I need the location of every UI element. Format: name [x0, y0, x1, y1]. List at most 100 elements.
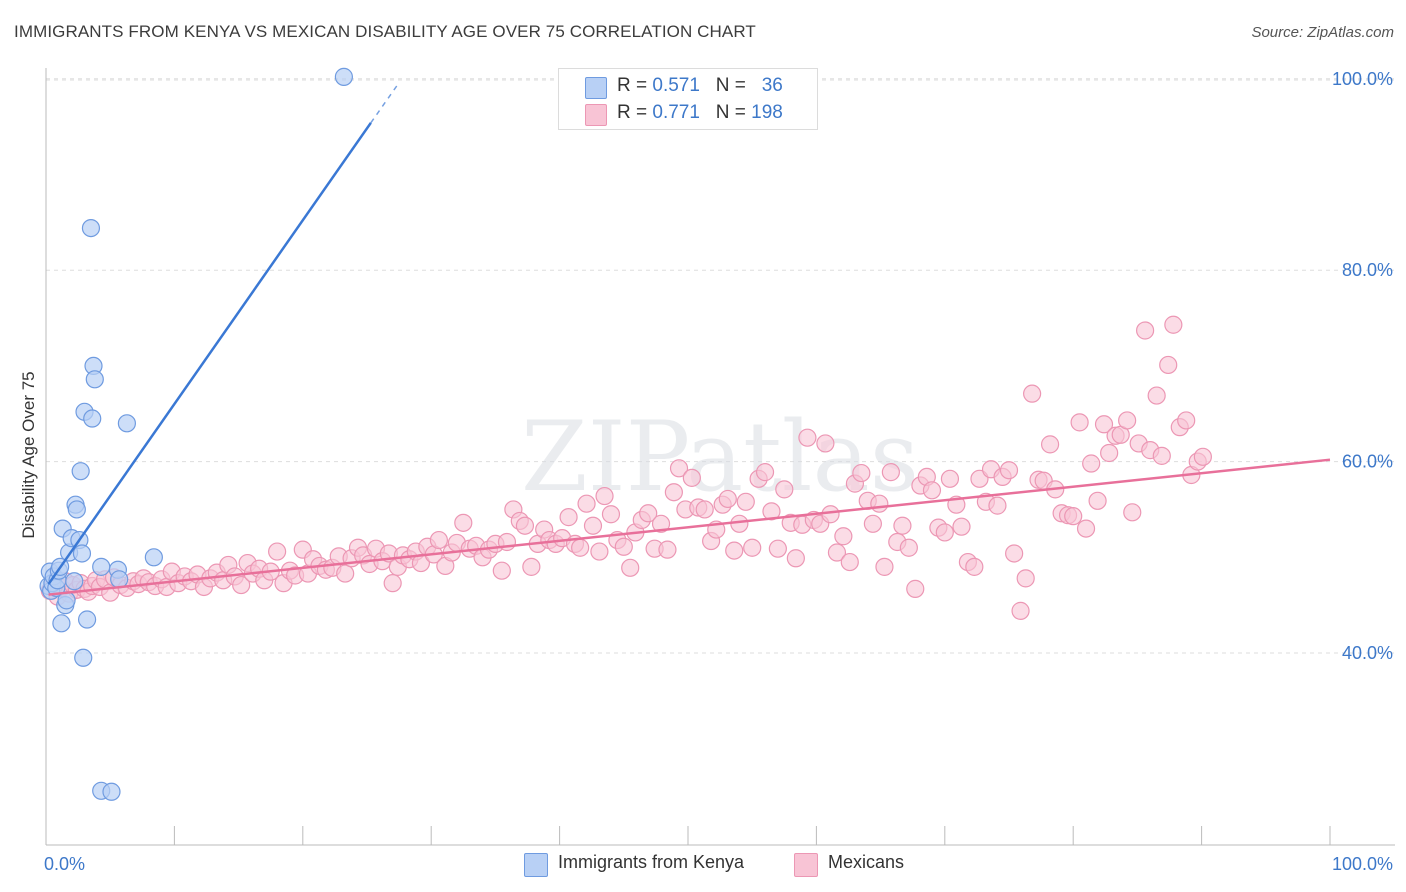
mexicans-point	[559, 508, 578, 527]
mexicans-point	[834, 527, 853, 546]
mexicans-point	[840, 552, 859, 572]
mexicans-point	[1082, 454, 1101, 473]
mexicans-point	[682, 468, 701, 487]
mexicans-point	[755, 463, 775, 482]
mexicans-point	[899, 538, 918, 557]
mexicans-point	[669, 459, 689, 478]
y-axis-label: Disability Age Over 75	[19, 371, 38, 538]
mexicans-point	[1023, 384, 1042, 403]
kenya-trend-line	[47, 122, 372, 585]
mexicans-point	[1100, 443, 1119, 463]
mexicans-point	[940, 469, 960, 488]
kenya-point	[83, 409, 102, 428]
mexicans-point	[268, 542, 287, 561]
mexicans-n-value: 198	[751, 102, 783, 123]
kenya-point	[85, 370, 104, 389]
y-tick-label: 100.0%	[1332, 69, 1393, 89]
mexicans-point	[454, 513, 473, 532]
mexicans-point	[595, 486, 614, 506]
mexicans-point	[1164, 315, 1183, 334]
correlation-legend: R = 0.571 N = 36 R = 0.771 N = 198	[558, 68, 818, 130]
mexicans-point	[1094, 415, 1114, 434]
mexicans-r-label: R =	[617, 102, 653, 123]
kenya-point	[144, 548, 163, 567]
mexicans-point	[870, 494, 889, 513]
mexicans-legend-label: Mexicans	[828, 852, 905, 872]
mexicans-point	[999, 461, 1019, 480]
x-tick-label: 0.0%	[44, 854, 85, 874]
mexicans-trend-line	[48, 458, 1331, 596]
mexicans-point	[651, 514, 671, 533]
kenya-point	[52, 614, 71, 633]
mexicans-point	[614, 537, 633, 556]
mexicans-point	[827, 543, 847, 562]
kenya-point	[92, 557, 111, 576]
kenya-r-label: R =	[617, 75, 653, 96]
mexicans-point	[1076, 519, 1096, 538]
kenya-point	[117, 414, 136, 433]
kenya-point	[102, 782, 121, 801]
kenya-n-label: N =	[715, 75, 752, 96]
mexicans-r-value: 0.771	[652, 102, 700, 123]
kenya-point	[72, 544, 92, 563]
kenya-point	[77, 610, 97, 629]
y-tick-label: 40.0%	[1342, 643, 1393, 663]
mexicans-point	[718, 489, 737, 509]
mexicans-point	[515, 516, 535, 535]
mexicans-point	[906, 579, 925, 598]
kenya-point	[67, 500, 86, 519]
mexicans-point	[1118, 411, 1137, 430]
mexicans-point	[762, 502, 781, 521]
kenya-legend-swatch	[524, 853, 548, 877]
mexicans-point	[730, 514, 749, 533]
mexicans-point	[786, 549, 805, 568]
mexicans-point	[583, 516, 603, 535]
mexicans-point	[768, 539, 787, 558]
mexicans-point	[725, 541, 744, 560]
mexicans-point	[232, 575, 251, 595]
mexicans-point	[1147, 386, 1166, 405]
kenya-point	[81, 218, 101, 238]
mexicans-point	[1152, 446, 1171, 465]
mexicans-point	[1064, 507, 1083, 526]
mexicans-point	[816, 434, 835, 453]
kenya-point	[71, 462, 90, 481]
mexicans-point	[1159, 355, 1178, 375]
mexicans-point	[1136, 321, 1155, 340]
mexicans-point	[522, 557, 541, 576]
mexicans-point	[965, 557, 984, 576]
mexicans-point	[695, 500, 714, 519]
mexicans-point	[1011, 601, 1030, 620]
kenya-legend-label: Immigrants from Kenya	[558, 852, 745, 872]
mexicans-point	[1070, 413, 1089, 432]
mexicans-point	[492, 561, 511, 580]
mexicans-point	[875, 557, 894, 576]
kenya-point	[110, 570, 129, 589]
mexicans-point	[1040, 435, 1060, 454]
kenya-trend-extension	[370, 82, 400, 124]
mexicans-point	[952, 517, 971, 536]
mexicans-point	[798, 428, 817, 447]
mexicans-point	[1005, 544, 1024, 563]
mexicans-point	[1088, 491, 1107, 510]
mexicans-point	[1123, 503, 1142, 522]
mexicans-point	[743, 538, 762, 557]
mexicans-point	[639, 504, 658, 523]
mexicans-point	[621, 558, 640, 577]
kenya-point	[334, 67, 353, 86]
mexicans-point	[1193, 447, 1212, 466]
mexicans-point	[336, 564, 355, 583]
mexicans-point	[863, 514, 882, 533]
mexicans-point	[893, 516, 912, 535]
mexicans-n-label: N =	[715, 102, 752, 123]
y-tick-label: 80.0%	[1342, 260, 1393, 280]
mexicans-point	[1177, 411, 1196, 430]
mexicans-point	[664, 483, 683, 502]
mexicans-point	[577, 494, 596, 513]
mexicans-legend-swatch	[794, 853, 818, 877]
x-tick-label: 100.0%	[1332, 854, 1393, 874]
kenya-n-value: 36	[761, 75, 783, 96]
trend-lines	[47, 82, 1331, 596]
y-tick-label: 60.0%	[1342, 452, 1393, 472]
